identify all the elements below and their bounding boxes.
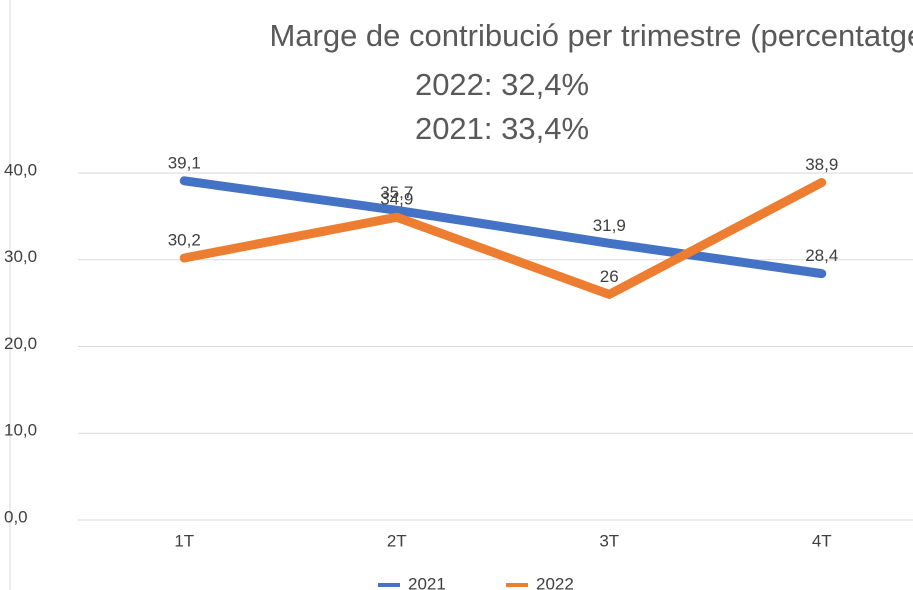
legend-label: 2022 (536, 574, 574, 590)
series-line (179, 178, 827, 299)
y-tick-label: 10,0 (4, 421, 37, 440)
x-tick-label: 4T (812, 531, 832, 550)
data-label: 31,9 (593, 216, 626, 235)
y-tick-label: 30,0 (4, 247, 37, 266)
data-label: 35,7 (380, 183, 413, 202)
y-tick-label: 20,0 (4, 334, 37, 353)
x-tick-label: 2T (387, 531, 407, 550)
x-tick-label: 1T (174, 531, 194, 550)
legend-label: 2021 (408, 574, 446, 590)
y-tick-label: 40,0 (4, 160, 37, 179)
series-line (179, 176, 827, 279)
data-label: 39,1 (168, 153, 201, 172)
data-label: 28,4 (805, 246, 838, 265)
data-label: 34,9 (380, 190, 413, 209)
chart-title: Marge de contribució per trimestre (perc… (269, 18, 913, 53)
y-tick-label: 0,0 (4, 507, 28, 526)
chart-subtitle: 2022: 32,4% (415, 67, 589, 102)
chart-subtitle: 2021: 33,4% (415, 111, 589, 146)
x-tick-label: 3T (599, 531, 619, 550)
data-label: 38,9 (805, 155, 838, 174)
data-label: 30,2 (168, 230, 201, 249)
data-label: 26 (600, 267, 619, 286)
